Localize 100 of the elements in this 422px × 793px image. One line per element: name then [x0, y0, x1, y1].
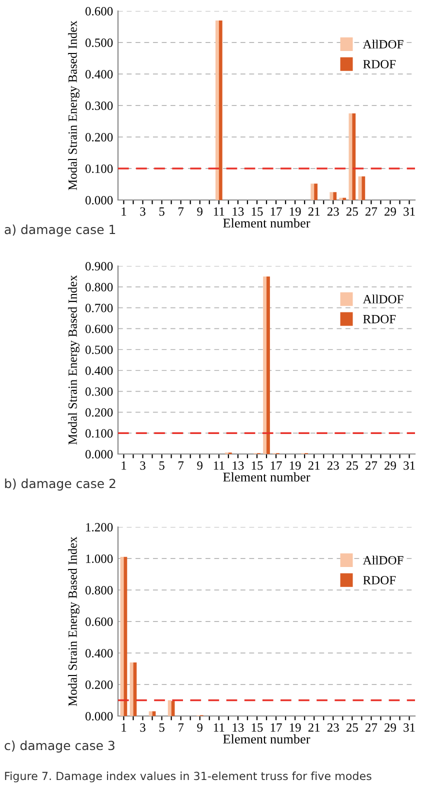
- x-axis-title: Element number: [223, 472, 310, 482]
- legend-label: RDOF: [363, 314, 396, 324]
- x-tick-label: 23: [327, 723, 339, 732]
- x-tick-label: 25: [346, 207, 358, 216]
- bar: [330, 192, 334, 200]
- y-tick-label: 0.600: [85, 618, 113, 626]
- y-tick-label: 0.000: [85, 712, 113, 721]
- x-tick-label: 23: [327, 461, 339, 470]
- x-tick-label: 3: [140, 207, 146, 216]
- x-tick-label: 5: [159, 723, 164, 732]
- x-tick-label: 21: [308, 723, 320, 732]
- x-tick-label: 5: [159, 461, 164, 470]
- x-axis-title: Element number: [223, 734, 310, 744]
- x-tick-label: 19: [290, 207, 301, 216]
- y-tick-label: 0.400: [85, 70, 113, 79]
- x-tick-label: 31: [404, 461, 415, 470]
- bar: [348, 113, 352, 200]
- x-tick-label: 13: [232, 723, 244, 732]
- x-tick-label: 17: [270, 723, 282, 732]
- y-tick-label: 0.500: [85, 346, 113, 354]
- y-tick-label: 0.800: [85, 282, 113, 292]
- y-tick-label: 0.400: [85, 366, 113, 375]
- bar: [263, 276, 266, 454]
- x-tick-label: 29: [384, 207, 396, 216]
- bar: [314, 184, 318, 200]
- x-tick-label: 9: [197, 461, 202, 470]
- x-tick-label: 17: [270, 461, 282, 470]
- y-tick-label: 0.400: [85, 649, 113, 658]
- x-tick-label: 9: [197, 723, 202, 732]
- x-tick-label: 11: [214, 723, 224, 732]
- x-tick-label: 27: [366, 461, 378, 470]
- x-tick-label: 7: [178, 207, 184, 216]
- y-tick-label: 0.100: [85, 164, 113, 174]
- bar: [362, 176, 366, 200]
- x-tick-label: 15: [252, 723, 263, 732]
- legend-label: RDOF: [363, 576, 396, 584]
- y-tick-label: 0.500: [85, 38, 113, 48]
- text: b) damage case 2: [5, 478, 116, 491]
- legend-label: AllDOF: [362, 40, 404, 48]
- legend-label: RDOF: [363, 60, 396, 68]
- x-tick-label: 3: [140, 723, 146, 732]
- x-tick-label: 15: [252, 207, 263, 216]
- x-tick-label: 25: [346, 461, 358, 470]
- bar: [352, 113, 356, 200]
- y-axis-title: Modal Strain Energy Based Index: [68, 536, 80, 706]
- x-tick-label: 19: [290, 723, 301, 732]
- y-tick-label: 0.200: [85, 133, 113, 142]
- bar: [148, 711, 152, 716]
- bar: [168, 700, 172, 716]
- x-tick-label: 29: [384, 723, 396, 732]
- x-tick-label: 21: [308, 207, 320, 216]
- bar: [310, 184, 314, 200]
- bar: [218, 20, 222, 200]
- y-tick-label: 1.200: [86, 523, 113, 532]
- x-tick-label: 23: [327, 207, 339, 216]
- y-tick-label: 0.200: [85, 680, 113, 690]
- y-tick-label: 1.000: [86, 554, 113, 564]
- y-tick-label: 0.700: [85, 304, 113, 312]
- bar: [266, 276, 270, 454]
- caption: Figure 7. Damage index values in 31-element truss for five modes: [5, 772, 372, 782]
- y-tick-label: 0.000: [85, 450, 113, 459]
- legend-label: AllDOF: [362, 556, 404, 564]
- x-tick-label: 29: [384, 461, 396, 470]
- y-tick-label: 0.300: [85, 102, 113, 110]
- y-tick-label: 0.600: [85, 324, 113, 334]
- x-tick-label: 27: [366, 207, 378, 216]
- x-tick-label: 11: [214, 461, 224, 470]
- x-tick-label: 1: [122, 461, 126, 470]
- bar: [124, 556, 128, 716]
- y-tick-label: 0.100: [85, 429, 113, 438]
- bar: [215, 20, 219, 200]
- x-tick-label: 13: [232, 461, 244, 470]
- x-tick-label: 27: [366, 723, 378, 732]
- x-tick-label: 7: [178, 461, 184, 470]
- y-tick-label: 0.600: [85, 7, 113, 16]
- x-tick-label: 31: [404, 723, 415, 732]
- x-tick-label: 25: [346, 723, 358, 732]
- x-axis-title: Element number: [223, 218, 310, 228]
- x-tick-label: 17: [270, 207, 282, 216]
- x-tick-label: 5: [159, 207, 164, 216]
- x-tick-label: 11: [214, 207, 224, 216]
- bar: [133, 662, 137, 716]
- x-tick-label: 15: [252, 461, 263, 470]
- y-axis-title: Modal Strain Energy Based Index: [68, 20, 80, 190]
- text: c) damage case 3: [4, 740, 114, 753]
- x-tick-label: 3: [140, 461, 146, 470]
- y-tick-label: 0.000: [85, 196, 113, 205]
- y-tick-label: 0.800: [85, 586, 113, 595]
- x-tick-label: 19: [290, 461, 301, 470]
- text: a) damage case 1: [4, 224, 116, 237]
- y-tick-label: 0.300: [85, 387, 113, 396]
- x-tick-label: 1: [122, 723, 126, 732]
- x-tick-label: 9: [197, 207, 202, 216]
- y-tick-label: 0.200: [85, 408, 113, 417]
- x-tick-label: 7: [178, 723, 184, 732]
- bar: [333, 192, 337, 200]
- x-tick-label: 21: [308, 461, 320, 470]
- legend-label: AllDOF: [362, 294, 404, 304]
- y-tick-label: 0.900: [85, 262, 113, 271]
- x-tick-label: 13: [232, 207, 244, 216]
